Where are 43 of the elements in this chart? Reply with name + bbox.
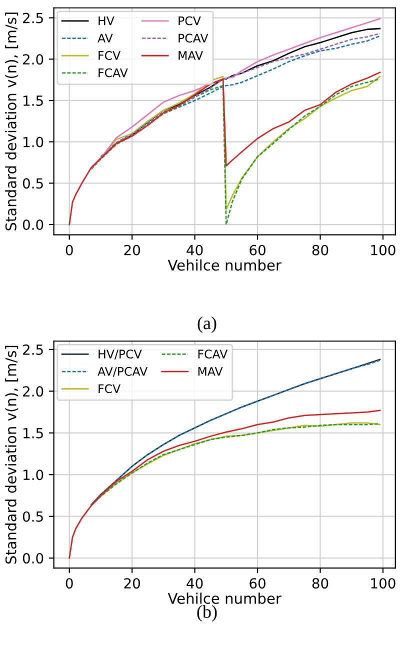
legend-label: MAV xyxy=(178,51,204,60)
y-tick-label: 1.5 xyxy=(24,96,43,106)
legend-label: MAV xyxy=(198,367,223,376)
x-tick-label: 100 xyxy=(371,244,396,256)
legend-label: FCAV xyxy=(98,68,128,78)
line-series xyxy=(68,410,381,559)
legend-label: AV/PCAV xyxy=(98,366,148,377)
legend-label: FCV xyxy=(98,51,121,60)
y-tick-label: 0.0 xyxy=(22,553,44,564)
y-tick-label: 1.0 xyxy=(24,136,44,148)
x-tick-label: 80 xyxy=(312,244,328,256)
text: (b) xyxy=(197,605,217,622)
x-tick-label: 0 xyxy=(66,244,73,256)
y-tick-label: 2.0 xyxy=(23,54,44,65)
y-tick-label: 1.5 xyxy=(24,428,43,438)
legend-label: PCV xyxy=(178,16,201,26)
legend-label: PCAV xyxy=(178,34,208,43)
x-tick-label: 100 xyxy=(371,578,396,589)
y-tick-label: 2.5 xyxy=(23,12,43,24)
x-tick-label: 40 xyxy=(186,244,203,256)
x-tick-label: 20 xyxy=(124,244,140,256)
x-tick-label: 40 xyxy=(186,578,203,589)
y-axis-title: Standard deviation v(n), [m/s] xyxy=(5,12,18,230)
y-tick-label: 1.0 xyxy=(24,470,44,480)
y-axis-title: Standard deviation v(n), [m/s] xyxy=(5,346,18,564)
y-tick-label: 0.5 xyxy=(22,511,43,522)
text: (a) xyxy=(198,316,216,333)
y-tick-label: 2.5 xyxy=(23,344,43,355)
x-tick-label: 60 xyxy=(250,244,266,256)
y-tick-label: 0.0 xyxy=(22,219,44,230)
x-tick-label: 0 xyxy=(66,578,73,589)
legend-label: HV/PCV xyxy=(98,350,142,360)
y-tick-label: 2.0 xyxy=(23,386,44,397)
x-tick-label: 80 xyxy=(312,578,328,589)
x-axis-title: Vehilce number xyxy=(168,592,282,604)
x-axis-title: Vehilce number xyxy=(168,259,282,271)
legend-label: FCV xyxy=(98,384,121,394)
legend-label: FCAV xyxy=(198,350,228,359)
legend-label: HV xyxy=(98,16,114,26)
x-tick-label: 60 xyxy=(250,578,266,589)
x-tick-label: 20 xyxy=(124,578,140,589)
legend-label: AV xyxy=(98,34,113,42)
y-tick-label: 0.5 xyxy=(22,178,43,189)
